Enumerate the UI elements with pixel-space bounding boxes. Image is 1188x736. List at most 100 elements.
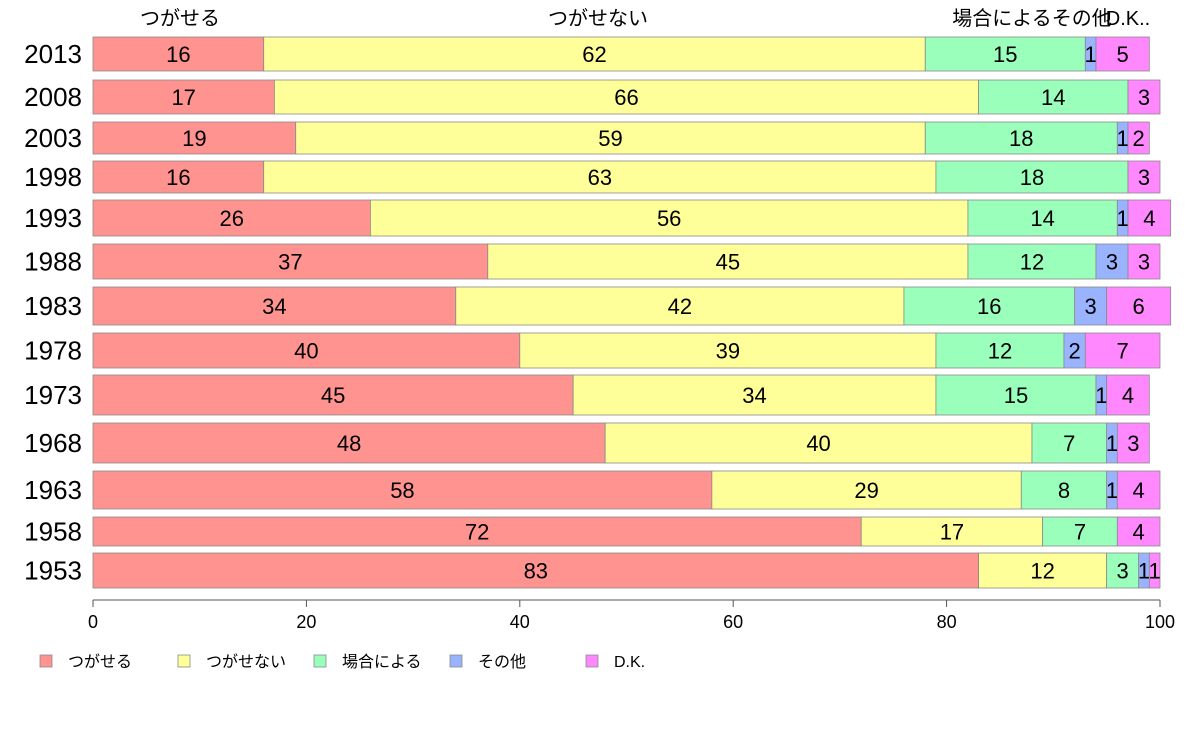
bar-segment [978, 79, 1129, 115]
x-tick-label: 100 [1145, 612, 1175, 632]
bar-segment [1084, 332, 1161, 369]
column-header: つがせる [140, 6, 220, 30]
bar-segment [92, 79, 275, 115]
bar-segment [860, 516, 1044, 547]
data-label: 4 [1122, 383, 1134, 408]
x-tick-label: 80 [937, 612, 957, 632]
bar-segment [92, 199, 371, 237]
bar-segment [519, 332, 937, 369]
data-label: 40 [294, 339, 318, 364]
data-label: 34 [262, 294, 286, 319]
bar-segment [92, 470, 713, 510]
year-labels: 2013 2008 2003 1998 1993 1988 1983 1978 1973 1968… [24, 39, 82, 586]
data-label: 48 [337, 431, 361, 456]
data-label: 12 [1020, 250, 1044, 275]
data-label: 19 [182, 126, 206, 151]
data-label: 1 [1095, 383, 1107, 408]
bar-segment [967, 243, 1097, 280]
bar-segment [92, 332, 521, 369]
year-label: 2003 [24, 123, 82, 153]
bar-segment [935, 160, 1129, 194]
bar-segment [1074, 286, 1108, 326]
data-label: 66 [614, 85, 638, 110]
bar-segment [711, 470, 1022, 510]
legend-label: 場合による [342, 652, 422, 671]
data-label: 15 [1004, 383, 1028, 408]
bar-segment [1116, 422, 1150, 464]
year-label: 1973 [24, 380, 82, 410]
bar-segment [1127, 121, 1150, 155]
data-label: 18 [1020, 165, 1044, 190]
data-label: 37 [278, 250, 302, 275]
data-label: 17 [171, 85, 195, 110]
data-label: 12 [1030, 559, 1054, 584]
bar-segment [92, 160, 265, 194]
data-label: 17 [940, 520, 964, 545]
bar-segment [935, 332, 1065, 369]
data-label: 1 [1138, 559, 1150, 584]
data-label: 1 [1149, 559, 1161, 584]
bar-segment [1095, 36, 1150, 72]
legend-swatch [177, 654, 191, 668]
data-label: 7 [1063, 431, 1075, 456]
legend-label: つがせる [68, 652, 132, 671]
data-label: 7 [1074, 520, 1086, 545]
column-header: 場合によるその他 [952, 6, 1111, 30]
bar-segment [92, 121, 297, 155]
data-label: 63 [588, 165, 612, 190]
data-label: 6 [1133, 294, 1145, 319]
data-label: 1 [1085, 42, 1097, 67]
bar-segment [92, 286, 457, 326]
data-label: 4 [1143, 206, 1155, 231]
data-label: 29 [854, 478, 878, 503]
data-label: 58 [390, 478, 414, 503]
bar-segment [370, 199, 969, 237]
year-label: 1988 [24, 247, 82, 277]
bar-segment [92, 243, 489, 280]
bar-segment [1106, 286, 1172, 326]
bar-segment [273, 79, 980, 115]
data-label: 62 [582, 42, 606, 67]
year-label: 1958 [24, 517, 82, 547]
year-label: 1978 [24, 336, 82, 366]
bar-segment [1127, 199, 1172, 237]
data-label: 16 [166, 165, 190, 190]
bar-segment [604, 422, 1033, 464]
legend-label: D.K. [614, 654, 645, 671]
data-label: 8 [1058, 478, 1070, 503]
data-label: 7 [1117, 339, 1129, 364]
data-label: 3 [1138, 165, 1150, 190]
column-header: D.K.. [1106, 8, 1150, 30]
data-label: 45 [716, 250, 740, 275]
column-header: つがせない [548, 6, 648, 30]
bar-segment [1116, 470, 1161, 510]
bar-segment [1106, 374, 1150, 416]
bar-segment [1116, 516, 1161, 547]
data-label: 83 [524, 559, 548, 584]
legend-label: つがせない [206, 652, 286, 671]
data-label: 26 [219, 206, 243, 231]
data-label: 16 [166, 42, 190, 67]
data-label: 1 [1106, 478, 1118, 503]
data-label: 72 [465, 520, 489, 545]
legend-swatch [449, 654, 463, 668]
bar-segment [92, 374, 574, 416]
bar-segment [1127, 243, 1161, 280]
data-label: 15 [993, 42, 1017, 67]
bar-segment [1127, 160, 1161, 194]
legend-swatch [39, 654, 53, 668]
legend-label: その他 [478, 652, 526, 671]
bar-segment [924, 121, 1118, 155]
bar-segment [1020, 470, 1108, 510]
bars: 16 62 15 1 517 66 14 319 59 18 1 216 63 18 326 56 14 1 437… [92, 36, 1172, 589]
data-label: 3 [1106, 250, 1118, 275]
bar-segment [924, 36, 1086, 72]
bar-segment [978, 552, 1108, 589]
data-label: 14 [1041, 85, 1065, 110]
data-label: 18 [1009, 126, 1033, 151]
year-label: 1998 [24, 162, 82, 192]
bar-segment [935, 374, 1097, 416]
x-tick-label: 0 [88, 612, 98, 632]
data-label: 34 [742, 383, 766, 408]
